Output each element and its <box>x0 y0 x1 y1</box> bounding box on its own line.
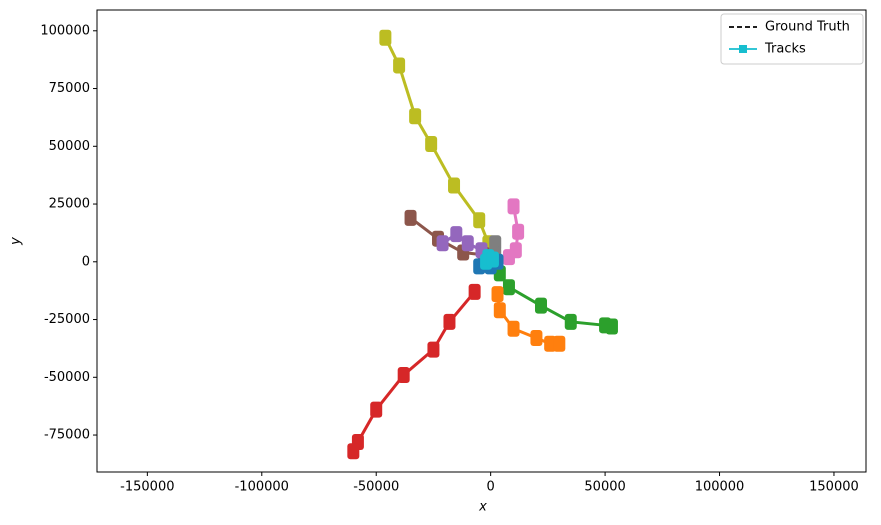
track-point <box>512 223 525 240</box>
legend-label: Tracks <box>764 42 806 57</box>
x-tick-label: 150000 <box>809 480 859 495</box>
track-point <box>450 226 463 243</box>
track-point <box>473 212 486 229</box>
track-line <box>409 216 484 257</box>
track <box>436 226 488 259</box>
track-point <box>535 297 548 314</box>
x-tick-label: 50000 <box>584 480 625 495</box>
track-point <box>486 251 499 268</box>
track-line <box>351 290 476 452</box>
track-point <box>448 177 461 194</box>
track-point <box>347 443 360 460</box>
track-point <box>605 318 618 335</box>
y-tick-label: 100000 <box>40 23 90 38</box>
track-point <box>409 108 422 125</box>
y-tick-label: 0 <box>82 254 90 269</box>
y-tick-label: -25000 <box>44 312 90 327</box>
y-tick-label: 50000 <box>49 139 90 154</box>
track-line <box>498 272 613 328</box>
track-point <box>468 283 481 300</box>
legend-label: Ground Truth <box>765 20 850 35</box>
x-tick-label: 100000 <box>695 480 745 495</box>
x-tick-label: -50000 <box>353 480 399 495</box>
track-point <box>461 235 474 252</box>
track-point <box>379 29 392 46</box>
track <box>347 283 481 460</box>
track-point <box>425 135 438 152</box>
y-tick-label: -75000 <box>44 428 90 443</box>
track-point <box>436 235 449 252</box>
x-tick-label: 0 <box>487 480 495 495</box>
legend: Ground Truth Tracks <box>720 13 864 65</box>
track-point <box>370 401 383 418</box>
track <box>480 249 499 270</box>
track-point <box>507 320 520 337</box>
y-tick-label: 75000 <box>49 81 90 96</box>
track-point <box>553 335 566 352</box>
y-axis-label: y <box>9 237 24 246</box>
x-tick-label: -100000 <box>235 480 289 495</box>
track-point <box>493 302 506 319</box>
track-point <box>427 341 440 358</box>
y-tick-label: -50000 <box>44 370 90 385</box>
plot-frame <box>96 9 867 473</box>
track-point <box>507 198 520 215</box>
track-point <box>564 313 577 330</box>
x-tick-label: -150000 <box>120 480 174 495</box>
track-point <box>404 209 417 226</box>
track-point <box>530 330 543 347</box>
track <box>502 198 525 266</box>
y-tick-label: 25000 <box>49 197 90 212</box>
track <box>491 286 566 352</box>
track-point <box>544 335 557 352</box>
track-point <box>502 279 515 296</box>
x-axis-label: x <box>478 500 487 515</box>
track-point <box>491 286 504 303</box>
track-point <box>443 313 456 330</box>
track-point <box>397 366 410 383</box>
track-point <box>502 249 515 266</box>
legend-marker <box>739 45 747 53</box>
track-point <box>393 57 406 74</box>
